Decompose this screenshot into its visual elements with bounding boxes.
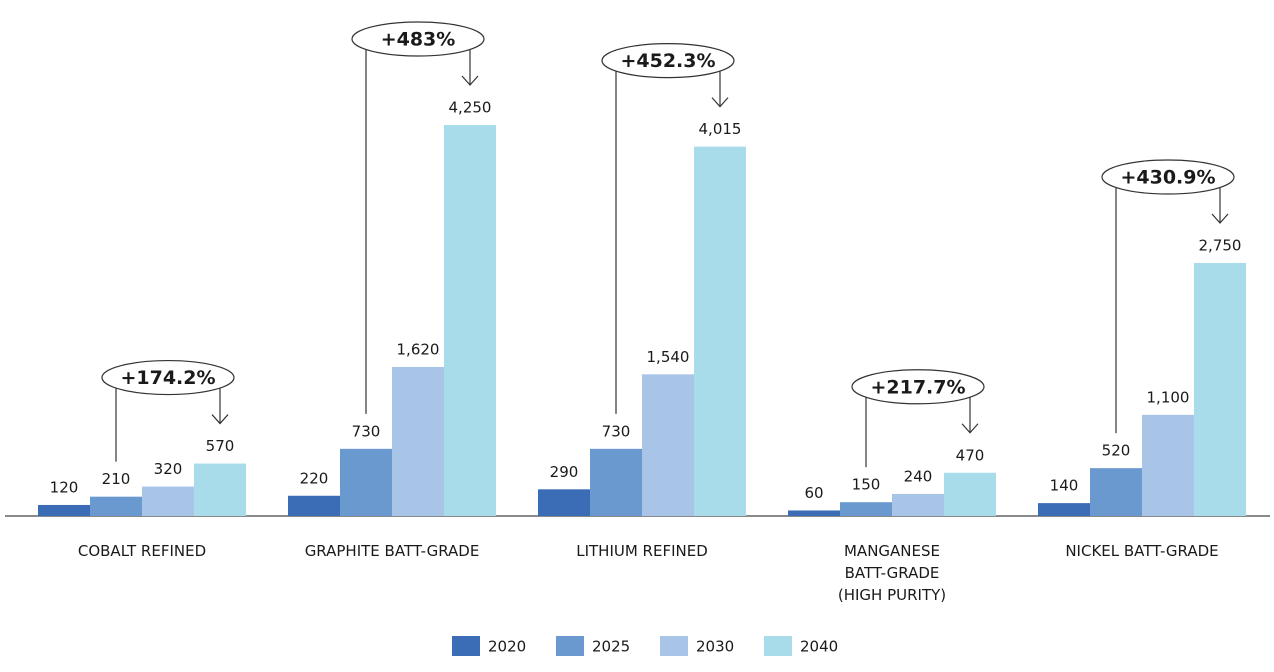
value-label: 730 [602,422,631,440]
bar [1090,468,1142,516]
arrow-head [961,423,979,434]
annotation-text: +452.3% [620,50,715,72]
legend-label: 2030 [696,638,734,656]
value-label: 320 [154,460,183,478]
bar [590,448,642,516]
bar [840,502,892,516]
annotation-bubble [101,359,235,396]
bar [538,489,590,516]
value-label: 1,620 [397,340,440,358]
bar [194,463,246,516]
arrow-head [461,75,479,86]
value-label: 60 [804,484,823,502]
annotation-bubble [601,43,735,79]
annotation-text: +217.7% [870,376,965,398]
legend-swatch [660,636,688,656]
value-label: 140 [1050,477,1079,495]
bar [444,125,496,516]
category-label: COBALT REFINED [78,542,206,560]
bar [694,146,746,516]
value-label: 730 [352,422,381,440]
annotation-bubble [351,21,485,57]
annotation-text: +174.2% [120,367,215,389]
value-label: 220 [300,469,329,487]
legend-label: 2020 [488,638,526,656]
value-label: 470 [956,446,985,464]
arrow-head [211,414,229,425]
value-label: 4,250 [449,99,492,117]
value-label: 290 [550,463,579,481]
annotation-text: +483% [381,29,456,51]
legend-swatch [764,636,792,656]
category-label: MANGANESE BATT-GRADE (HIGH PURITY) [838,542,946,604]
value-label: 210 [102,470,131,488]
bar [1142,414,1194,516]
legend-swatch [452,636,480,656]
annotation-bubble [1101,159,1235,195]
value-label: 120 [50,478,79,496]
bar [642,374,694,516]
bar [142,486,194,516]
bar [944,472,996,516]
bar [1194,263,1246,516]
legend-label: 2040 [800,638,838,656]
arrow-head [1211,213,1229,224]
annotation-bubble [851,369,985,405]
bar [90,496,142,516]
arrow-head [711,97,729,108]
category-label: NICKEL BATT-GRADE [1065,542,1218,560]
value-label: 1,100 [1147,388,1190,406]
value-label: 240 [904,467,933,485]
category-label: LITHIUM REFINED [576,542,708,560]
value-label: 4,015 [699,120,742,138]
bar [392,366,444,516]
category-label: GRAPHITE BATT-GRADE [305,542,480,560]
value-label: 520 [1102,442,1131,460]
legend-swatch [556,636,584,656]
bar [340,448,392,516]
value-label: 2,750 [1199,237,1242,255]
bar [788,510,840,516]
bar [892,493,944,516]
bar [1038,503,1090,516]
value-label: 570 [206,437,235,455]
value-label: 150 [852,476,881,494]
bar [288,495,340,516]
annotation-text: +430.9% [1120,167,1215,189]
bar [38,504,90,516]
legend-label: 2025 [592,638,630,656]
value-label: 1,540 [647,348,690,366]
